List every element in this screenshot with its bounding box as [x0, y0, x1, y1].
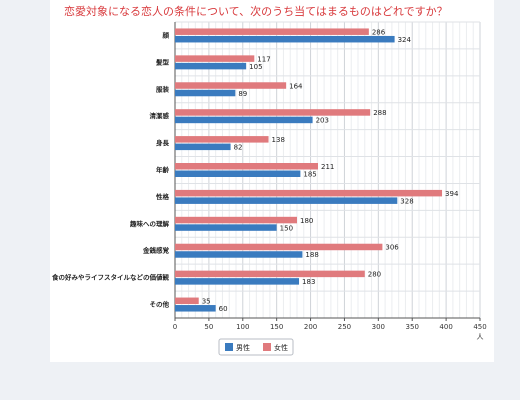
category-label: 金銭感覚: [142, 246, 170, 255]
bar-male: [175, 197, 398, 204]
x-tick-label: 300: [372, 323, 385, 331]
x-tick-label: 50: [204, 323, 213, 331]
data-label: 280: [368, 271, 381, 279]
data-label: 394: [445, 190, 459, 198]
bar-male: [175, 305, 216, 312]
bar-female: [175, 163, 319, 170]
bar-male: [175, 89, 236, 97]
data-label: 164: [289, 82, 303, 90]
x-tick-label: 0: [173, 323, 177, 331]
bar-female: [175, 216, 297, 224]
data-label: 211: [321, 163, 334, 171]
category-label: 年齢: [156, 165, 170, 174]
data-label: 203: [316, 117, 329, 125]
bar-male: [175, 251, 303, 258]
data-label: 89: [238, 90, 247, 98]
category-label: 性格: [156, 192, 170, 201]
data-label: 117: [257, 55, 270, 63]
bar-male: [175, 35, 395, 43]
category-label: その他: [150, 300, 170, 309]
bar-male: [175, 278, 300, 285]
data-label: 183: [302, 278, 315, 286]
x-tick-label: 200: [304, 323, 317, 331]
x-tick-label: 100: [236, 323, 249, 331]
category-label: 服装: [156, 84, 170, 93]
bar-male: [175, 143, 231, 151]
data-label: 306: [385, 244, 399, 252]
data-label: 150: [280, 224, 293, 232]
bar-male: [175, 224, 277, 231]
bar-female: [175, 28, 369, 35]
bar-female: [175, 243, 383, 251]
x-tick-label: 450: [473, 323, 486, 331]
chart-title: 恋愛対象になる恋人の条件について、次のうち当てはまるものはどれですか？: [64, 5, 448, 18]
legend-box: [218, 338, 294, 356]
data-label: 105: [249, 63, 262, 71]
bar-male: [175, 170, 301, 177]
bar-female: [175, 55, 255, 62]
x-tick-label: 400: [439, 323, 452, 331]
data-label: 288: [373, 109, 386, 117]
category-label: 顔: [162, 30, 170, 39]
data-label: 35: [202, 298, 211, 306]
bar-female: [175, 82, 287, 89]
bar-female: [175, 109, 371, 116]
bar-female: [175, 189, 443, 197]
category-label: 食の好みやライフスタイルなどの価値観: [51, 273, 170, 282]
x-tick-label: 350: [406, 323, 419, 331]
bar-female: [175, 136, 269, 143]
bar-male: [175, 116, 313, 124]
x-axis-label: 人: [477, 333, 484, 341]
data-label: 188: [305, 251, 318, 259]
legend-label: 男性: [236, 343, 250, 352]
legend-swatch: [225, 343, 233, 351]
category-label: 髪型: [155, 57, 170, 66]
data-label: 60: [219, 305, 228, 313]
category-label: 趣味への理解: [129, 219, 170, 228]
legend-label: 女性: [274, 343, 288, 352]
category-label: 身長: [156, 138, 170, 147]
category-label: 清潔感: [150, 111, 170, 120]
data-label: 185: [303, 171, 316, 179]
bar-female: [175, 270, 365, 278]
bar-female: [175, 297, 199, 305]
data-label: 328: [400, 197, 413, 205]
data-label: 286: [372, 28, 386, 36]
x-tick-label: 250: [338, 323, 351, 331]
data-label: 138: [272, 136, 285, 144]
data-label: 82: [234, 144, 243, 152]
x-tick-label: 150: [270, 323, 283, 331]
data-label: 324: [398, 36, 412, 44]
bar-male: [175, 62, 247, 70]
data-label: 180: [300, 217, 313, 225]
chart-frame: [50, 0, 494, 362]
legend-swatch: [263, 343, 271, 351]
